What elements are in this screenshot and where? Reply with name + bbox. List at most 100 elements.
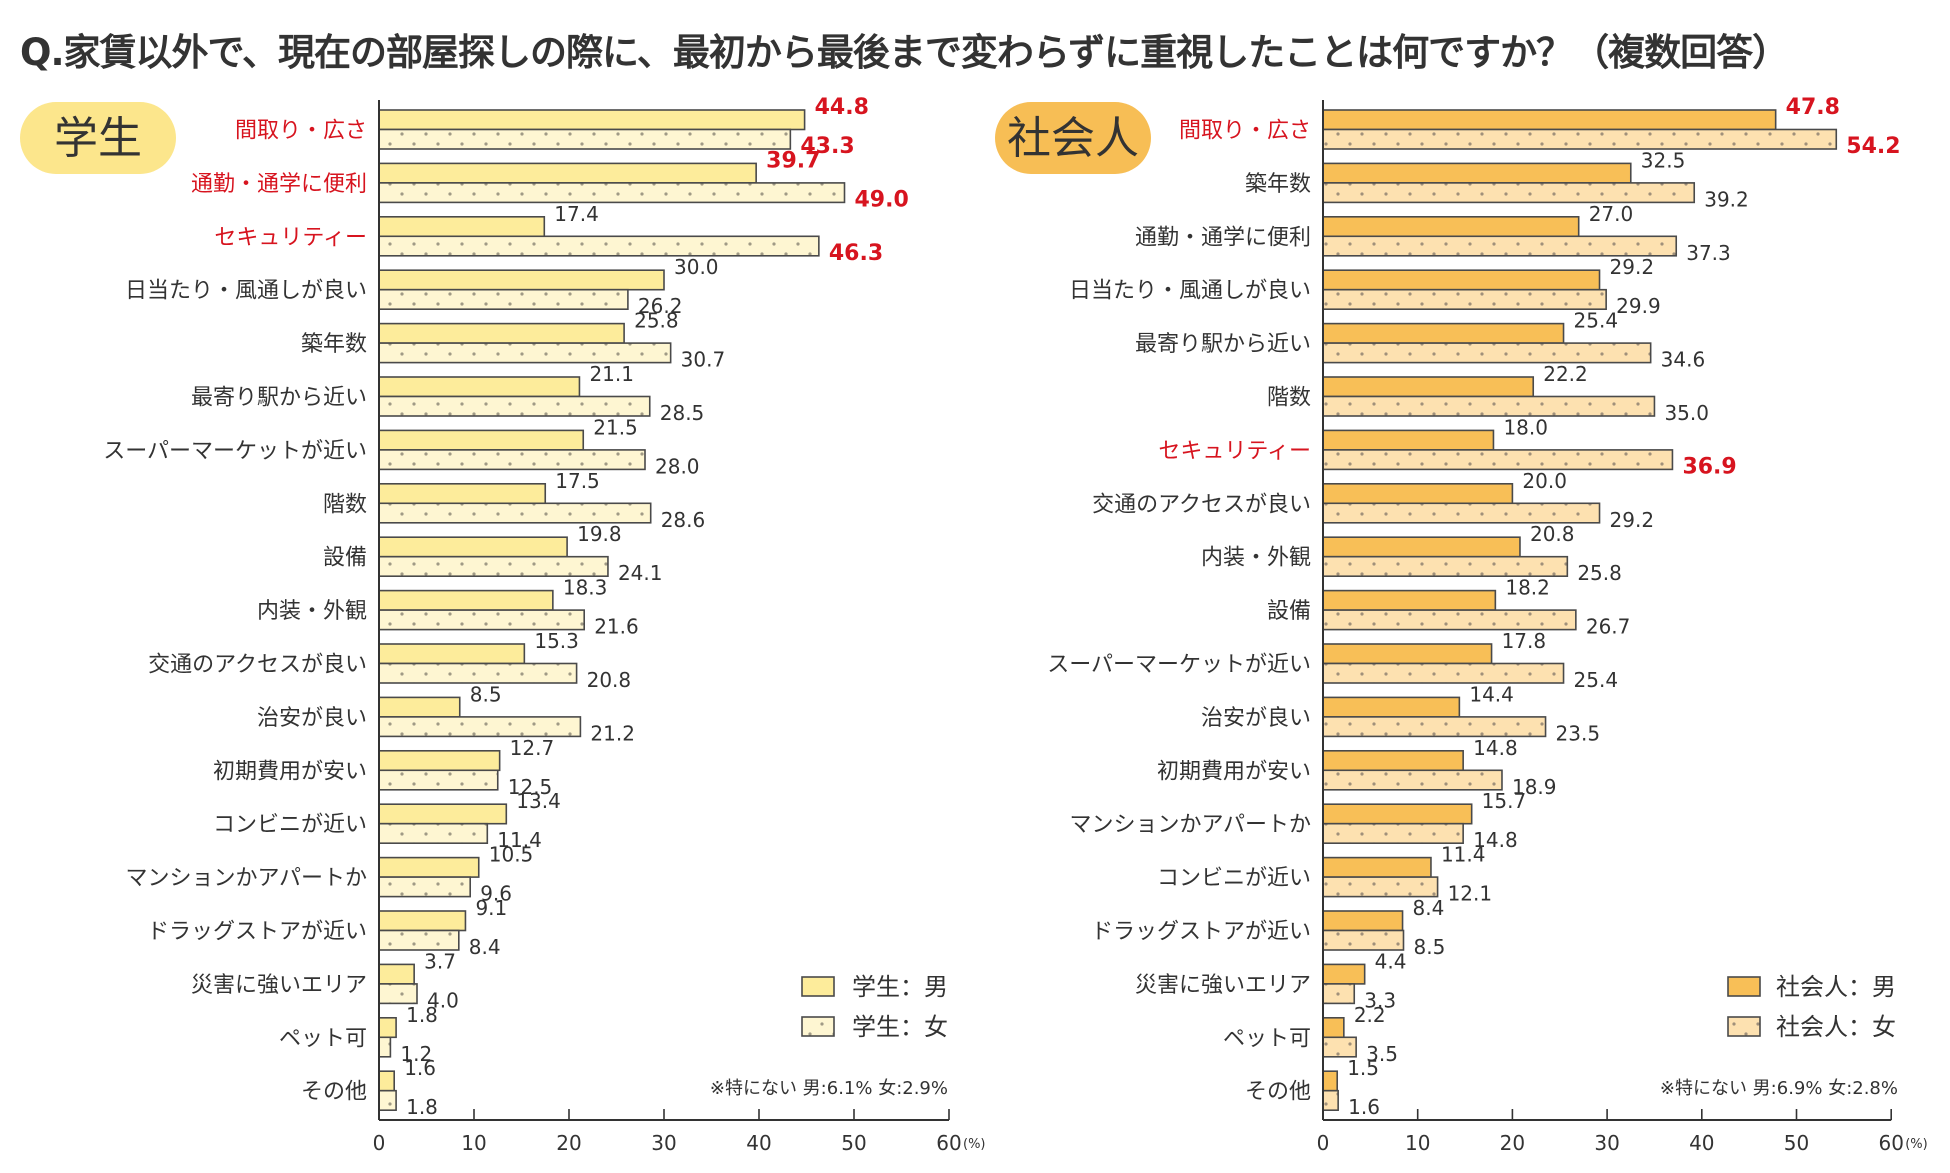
category-label: 設備: [323, 546, 367, 571]
x-tick-label: 60: [936, 1131, 961, 1155]
legend-swatch-male: [1727, 976, 1761, 997]
bar-female: [378, 342, 672, 364]
data-label-female: 39.2: [1704, 187, 1749, 211]
category-label: コンビニが近い: [1157, 866, 1311, 891]
data-label-male: 30.0: [674, 255, 719, 279]
category-label: 災害に強いエリア: [191, 973, 367, 998]
data-label-male: 1.8: [406, 1003, 438, 1027]
data-label-female: 11.4: [497, 828, 542, 852]
data-label-male: 21.1: [589, 362, 634, 386]
category-label: 階数: [1267, 386, 1311, 411]
data-label-female: 3.3: [1364, 988, 1396, 1012]
x-tick-label: 50: [1784, 1131, 1809, 1155]
bar-male: [378, 963, 415, 985]
unit-label: (%): [1905, 1137, 1928, 1152]
data-label-male: 17.8: [1502, 629, 1547, 653]
category-label: セキュリティー: [214, 225, 367, 250]
data-label-female: 3.5: [1366, 1042, 1398, 1066]
x-tick-label: 0: [1317, 1131, 1330, 1155]
category-label: コンビニが近い: [213, 813, 367, 838]
category-label: 設備: [1267, 599, 1311, 624]
footnote: ※特にない 男:6.1% 女:2.9%: [710, 1078, 948, 1099]
data-label-male: 12.7: [510, 736, 555, 760]
legend-label-male: 社会人：男: [1776, 973, 1896, 1001]
bar-female: [1322, 609, 1577, 631]
data-label-female: 34.6: [1661, 348, 1706, 372]
data-label-male: 18.3: [563, 576, 608, 600]
category-label: 交通のアクセスが良い: [148, 653, 367, 678]
bar-female: [1322, 1089, 1339, 1111]
data-label-male: 47.8: [1786, 95, 1840, 120]
bar-male: [378, 269, 665, 291]
category-label: 治安が良い: [257, 706, 367, 731]
category-label: スーパーマーケットが近い: [1047, 653, 1311, 678]
bar-male: [1322, 803, 1473, 825]
data-label-female: 43.3: [800, 134, 854, 159]
category-label: ドラッグストアが近い: [147, 920, 367, 945]
data-label-female: 28.0: [655, 454, 700, 478]
data-label-male: 29.2: [1610, 255, 1655, 279]
data-label-female: 49.0: [855, 187, 909, 212]
category-label: 通勤・通学に便利: [1135, 225, 1311, 250]
data-label-male: 17.4: [554, 202, 599, 226]
category-label: 築年数: [301, 332, 367, 357]
x-tick-label: 30: [1594, 1131, 1619, 1155]
data-label-female: 24.1: [618, 561, 663, 585]
data-label-female: 21.2: [590, 721, 635, 745]
bar-male: [1322, 216, 1580, 238]
bar-female: [378, 716, 582, 738]
bar-male: [378, 429, 585, 451]
bar-female: [1322, 288, 1607, 311]
data-label-male: 2.2: [1354, 1003, 1386, 1027]
bar-female: [1322, 502, 1601, 524]
bar-female: [378, 983, 418, 1005]
data-label-male: 15.3: [534, 629, 579, 653]
data-label-female: 23.5: [1556, 721, 1601, 745]
legend-swatch-female: [1727, 1016, 1761, 1037]
category-label: 通勤・通学に便利: [191, 172, 367, 197]
x-tick-label: 20: [1500, 1131, 1525, 1155]
legend-label-male: 学生：男: [852, 973, 948, 1001]
category-label: ペット可: [1223, 1026, 1311, 1051]
bar-female: [1322, 716, 1547, 738]
bar-male: [378, 803, 508, 825]
legend-label-female: 社会人：女: [1776, 1013, 1896, 1041]
bar-female: [378, 395, 651, 417]
bar-male: [1322, 162, 1632, 184]
data-label-female: 8.5: [1413, 935, 1445, 959]
bar-female: [378, 609, 585, 631]
category-label: 日当たり・風通しが良い: [1069, 279, 1311, 304]
category-label: 最寄り駅から近い: [1135, 332, 1311, 357]
x-tick-label: 40: [746, 1131, 771, 1155]
category-label: その他: [1245, 1080, 1311, 1105]
data-label-female: 25.8: [1577, 561, 1622, 585]
bar-female: [378, 235, 820, 257]
data-label-female: 26.2: [638, 294, 683, 318]
bar-female: [378, 769, 499, 791]
bar-male: [1322, 269, 1601, 291]
bar-female: [1322, 555, 1569, 578]
data-label-male: 10.5: [489, 843, 534, 867]
data-label-female: 37.3: [1686, 241, 1731, 265]
panel-label-pill: [20, 102, 176, 174]
data-label-male: 44.8: [815, 95, 869, 120]
bar-female: [378, 555, 609, 578]
category-label: ペット可: [279, 1026, 367, 1051]
data-label-male: 25.8: [634, 309, 679, 333]
category-label: セキュリティー: [1158, 439, 1311, 464]
bar-male: [1322, 856, 1432, 878]
data-label-male: 13.4: [516, 789, 561, 813]
data-label-male: 3.7: [424, 949, 456, 973]
bar-male: [1322, 376, 1535, 398]
bar-male: [1322, 963, 1366, 985]
category-label: ドラッグストアが近い: [1091, 920, 1311, 945]
data-label-female: 1.8: [406, 1095, 438, 1119]
category-label: 階数: [323, 492, 367, 517]
data-label-female: 21.6: [594, 615, 639, 639]
bar-female: [378, 449, 646, 471]
data-label-male: 39.7: [766, 148, 820, 173]
data-label-male: 19.8: [577, 522, 622, 546]
bar-female: [1322, 662, 1565, 684]
chart-panel-student: 学生 間取り・広さ 44.8 43.3 通勤・通学に便利 39.7 49.0 セキュリティー 1…: [20, 95, 986, 1155]
category-label: 初期費用が安い: [213, 759, 367, 784]
